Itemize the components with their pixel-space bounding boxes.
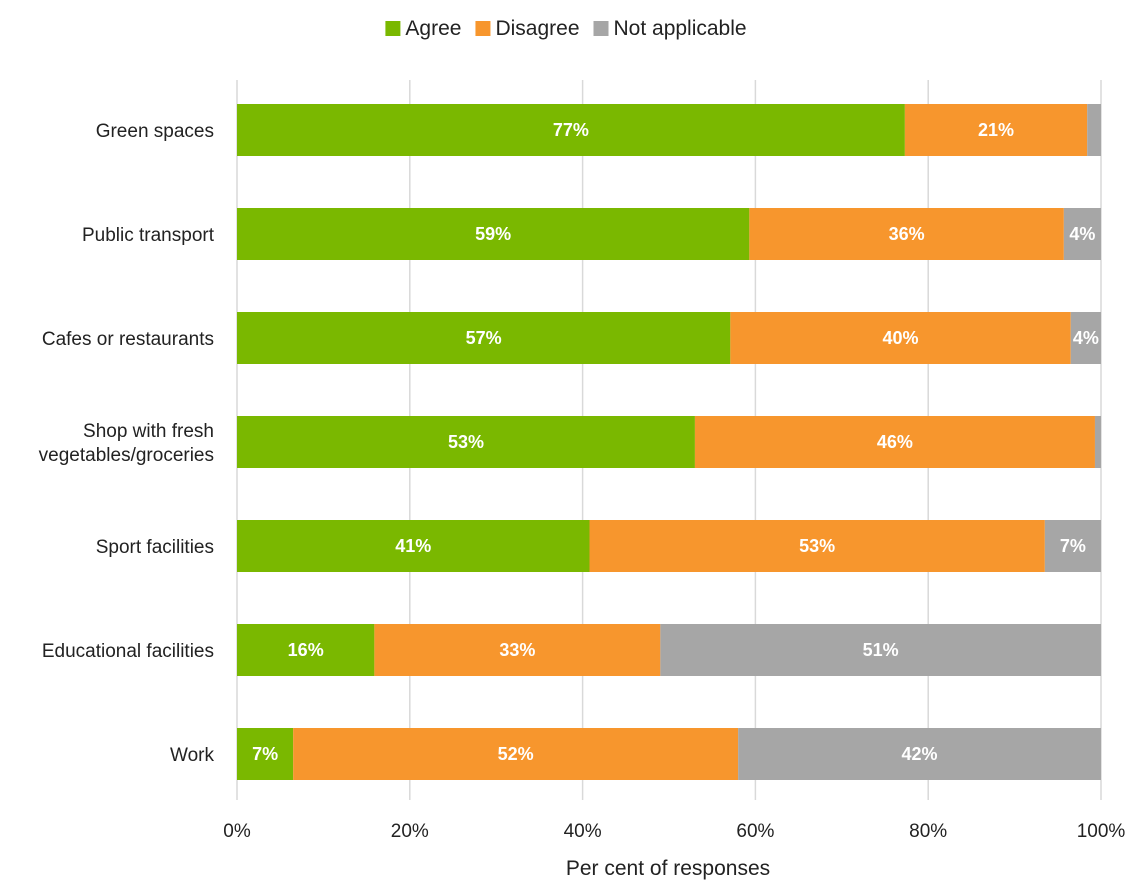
data-label: 53% (448, 432, 484, 452)
bar-agree (237, 104, 905, 156)
data-label: 41% (395, 536, 431, 556)
data-label: 33% (499, 640, 535, 660)
legend: Agree Disagree Not applicable (385, 17, 747, 40)
bar-not-applicable (738, 728, 1101, 780)
x-axis-title: Per cent of responses (566, 857, 770, 880)
bar-not-applicable (1070, 312, 1101, 364)
bar-not-applicable (660, 624, 1101, 676)
bar-disagree (293, 728, 739, 780)
bar-not-applicable (1094, 416, 1101, 468)
data-label: 7% (252, 744, 278, 764)
data-label: 52% (498, 744, 534, 764)
bar-agree (237, 416, 695, 468)
data-label: 59% (475, 224, 511, 244)
bar-not-applicable (1063, 208, 1101, 260)
x-tick-label: 60% (736, 821, 774, 842)
category-label: Educational facilities (42, 641, 214, 662)
data-label: 21% (978, 120, 1014, 140)
data-label: 46% (877, 432, 913, 452)
data-label: 42% (902, 744, 938, 764)
category-label: Work (170, 745, 214, 766)
data-label: 4% (1069, 224, 1095, 244)
data-label: 57% (466, 328, 502, 348)
data-label: 16% (288, 640, 324, 660)
x-tick-label: 20% (391, 821, 429, 842)
data-label: 53% (799, 536, 835, 556)
bar-agree (237, 728, 294, 780)
legend-label: Not applicable (614, 17, 747, 40)
category-label: Sport facilities (96, 537, 214, 558)
data-label: 40% (883, 328, 919, 348)
bar-agree (237, 520, 590, 572)
bar-agree (237, 312, 731, 364)
category-label: Cafes or restaurants (42, 329, 214, 350)
bar-disagree (694, 416, 1095, 468)
bar-disagree (749, 208, 1064, 260)
bar-disagree (904, 104, 1088, 156)
x-tick-labels: 0% 20% 40% 60% 80% 100% (223, 821, 1125, 842)
data-label: 77% (553, 120, 589, 140)
category-label: Public transport (82, 225, 215, 246)
bar-disagree (374, 624, 661, 676)
category-label: Shop with fresh (83, 421, 214, 442)
legend-swatch-not-applicable (593, 21, 609, 36)
bar-agree (237, 624, 375, 676)
x-tick-label: 100% (1077, 821, 1126, 842)
bar-not-applicable (1044, 520, 1101, 572)
bar-disagree (730, 312, 1071, 364)
bar-agree (237, 208, 750, 260)
bar-not-applicable (1087, 104, 1101, 156)
legend-swatch-agree (385, 21, 401, 36)
data-label: 36% (889, 224, 925, 244)
data-label: 51% (863, 640, 899, 660)
bars: 77% 21% 59% 36% 4% 57% 40% 4% 53% 46% 41% 53% 7% 16% 3… (237, 104, 1101, 780)
x-tick-label: 80% (909, 821, 947, 842)
x-tick-label: 40% (564, 821, 602, 842)
data-label: 4% (1073, 328, 1099, 348)
legend-label: Agree (405, 17, 461, 40)
data-label: 7% (1060, 536, 1086, 556)
legend-label: Disagree (495, 17, 579, 40)
category-labels: Green spaces Public transport Cafes or res… (39, 121, 215, 766)
x-tick-label: 0% (223, 821, 251, 842)
category-label: Green spaces (96, 121, 214, 142)
category-label: vegetables/groceries (39, 445, 214, 466)
legend-swatch-disagree (475, 21, 491, 36)
bar-disagree (589, 520, 1045, 572)
